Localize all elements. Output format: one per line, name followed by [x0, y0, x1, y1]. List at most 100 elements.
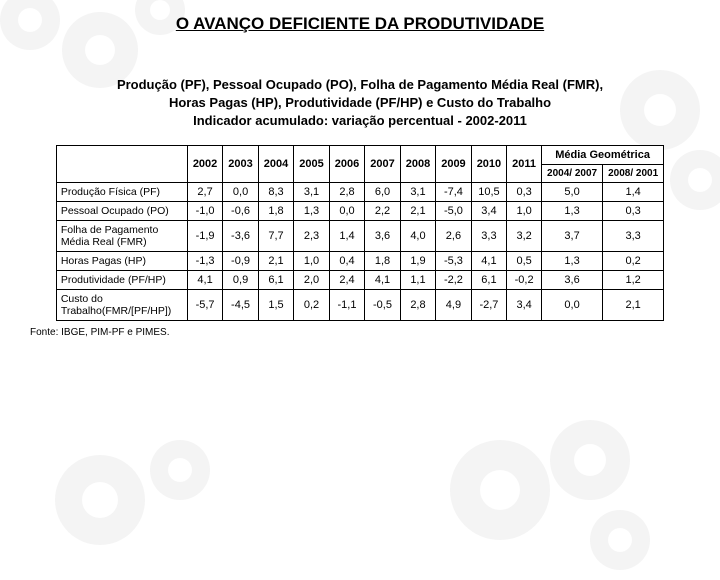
cell: 1,3 [542, 201, 603, 220]
gear-icon [420, 400, 660, 580]
cell: -1,3 [187, 251, 222, 270]
header-row: 2002 2003 2004 2005 2006 2007 2008 2009 … [56, 145, 663, 164]
col-year: 2011 [507, 145, 542, 182]
cell: -2,2 [436, 270, 471, 289]
row-label: Folha de Pagamento Média Real (FMR) [56, 220, 187, 251]
cell: 3,6 [542, 270, 603, 289]
row-label: Custo do Trabalho(FMR/[PF/HP]) [56, 289, 187, 320]
cell: 1,4 [603, 182, 664, 201]
col-geom-sub: 2004/ 2007 [542, 164, 603, 182]
table-row: Pessoal Ocupado (PO)-1,0-0,61,81,30,02,2… [56, 201, 663, 220]
cell: 1,4 [329, 220, 364, 251]
cell: 0,0 [542, 289, 603, 320]
cell: 4,1 [187, 270, 222, 289]
row-label: Produtividade (PF/HP) [56, 270, 187, 289]
cell: 2,8 [329, 182, 364, 201]
cell: 3,1 [294, 182, 329, 201]
cell: 3,1 [400, 182, 435, 201]
cell: 2,1 [258, 251, 293, 270]
cell: 0,4 [329, 251, 364, 270]
cell: 3,4 [471, 201, 506, 220]
col-year: 2008 [400, 145, 435, 182]
col-geom-title: Média Geométrica [542, 145, 664, 164]
cell: -3,6 [223, 220, 258, 251]
cell: -1,1 [329, 289, 364, 320]
cell: 0,0 [329, 201, 364, 220]
col-year: 2003 [223, 145, 258, 182]
table-row: Produtividade (PF/HP)4,10,96,12,02,44,11… [56, 270, 663, 289]
table-row: Folha de Pagamento Média Real (FMR)-1,9-… [56, 220, 663, 251]
source-text: Fonte: IBGE, PIM-PF e PIMES. [30, 327, 720, 338]
cell: 6,1 [471, 270, 506, 289]
cell: 4,0 [400, 220, 435, 251]
cell: 0,0 [223, 182, 258, 201]
cell: 0,2 [294, 289, 329, 320]
cell: -0,2 [507, 270, 542, 289]
cell: 4,1 [365, 270, 400, 289]
table-row: Horas Pagas (HP)-1,3-0,92,11,00,41,81,9-… [56, 251, 663, 270]
cell: 4,1 [471, 251, 506, 270]
cell: 2,0 [294, 270, 329, 289]
cell: -5,7 [187, 289, 222, 320]
cell: 2,4 [329, 270, 364, 289]
cell: 3,2 [507, 220, 542, 251]
table-row: Produção Física (PF)2,70,08,33,12,86,03,… [56, 182, 663, 201]
cell: -2,7 [471, 289, 506, 320]
col-geom-sub: 2008/ 2001 [603, 164, 664, 182]
table-caption: Produção (PF), Pessoal Ocupado (PO), Fol… [0, 76, 720, 131]
cell: 2,6 [436, 220, 471, 251]
cell: 0,3 [603, 201, 664, 220]
cell: -0,5 [365, 289, 400, 320]
row-label: Horas Pagas (HP) [56, 251, 187, 270]
cell: 5,0 [542, 182, 603, 201]
col-year: 2005 [294, 145, 329, 182]
cell: 2,1 [400, 201, 435, 220]
caption-line: Indicador acumulado: variação percentual… [0, 112, 720, 130]
cell: 8,3 [258, 182, 293, 201]
cell: -1,9 [187, 220, 222, 251]
caption-line: Produção (PF), Pessoal Ocupado (PO), Fol… [0, 76, 720, 94]
cell: 1,3 [542, 251, 603, 270]
col-year: 2009 [436, 145, 471, 182]
cell: 2,7 [187, 182, 222, 201]
table-row: Custo do Trabalho(FMR/[PF/HP])-5,7-4,51,… [56, 289, 663, 320]
row-label: Produção Física (PF) [56, 182, 187, 201]
cell: 6,1 [258, 270, 293, 289]
cell: -5,0 [436, 201, 471, 220]
cell: 0,5 [507, 251, 542, 270]
cell: 3,3 [471, 220, 506, 251]
cell: 3,7 [542, 220, 603, 251]
cell: 3,4 [507, 289, 542, 320]
page-title: O AVANÇO DEFICIENTE DA PRODUTIVIDADE [0, 0, 720, 34]
row-label: Pessoal Ocupado (PO) [56, 201, 187, 220]
cell: -7,4 [436, 182, 471, 201]
cell: 1,0 [507, 201, 542, 220]
cell: -0,9 [223, 251, 258, 270]
col-year: 2004 [258, 145, 293, 182]
cell: 2,2 [365, 201, 400, 220]
cell: -1,0 [187, 201, 222, 220]
cell: 0,9 [223, 270, 258, 289]
col-year: 2002 [187, 145, 222, 182]
cell: 0,3 [507, 182, 542, 201]
cell: 1,0 [294, 251, 329, 270]
cell: -0,6 [223, 201, 258, 220]
cell: 4,9 [436, 289, 471, 320]
cell: 2,3 [294, 220, 329, 251]
cell: 1,2 [603, 270, 664, 289]
cell: -4,5 [223, 289, 258, 320]
cell: 6,0 [365, 182, 400, 201]
cell: -5,3 [436, 251, 471, 270]
cell: 10,5 [471, 182, 506, 201]
cell: 1,3 [294, 201, 329, 220]
cell: 3,3 [603, 220, 664, 251]
caption-line: Horas Pagas (HP), Produtividade (PF/HP) … [0, 94, 720, 112]
cell: 0,2 [603, 251, 664, 270]
col-year: 2006 [329, 145, 364, 182]
cell: 7,7 [258, 220, 293, 251]
cell: 2,1 [603, 289, 664, 320]
data-table: 2002 2003 2004 2005 2006 2007 2008 2009 … [56, 145, 664, 321]
cell: 2,8 [400, 289, 435, 320]
cell: 1,8 [365, 251, 400, 270]
cell: 1,1 [400, 270, 435, 289]
